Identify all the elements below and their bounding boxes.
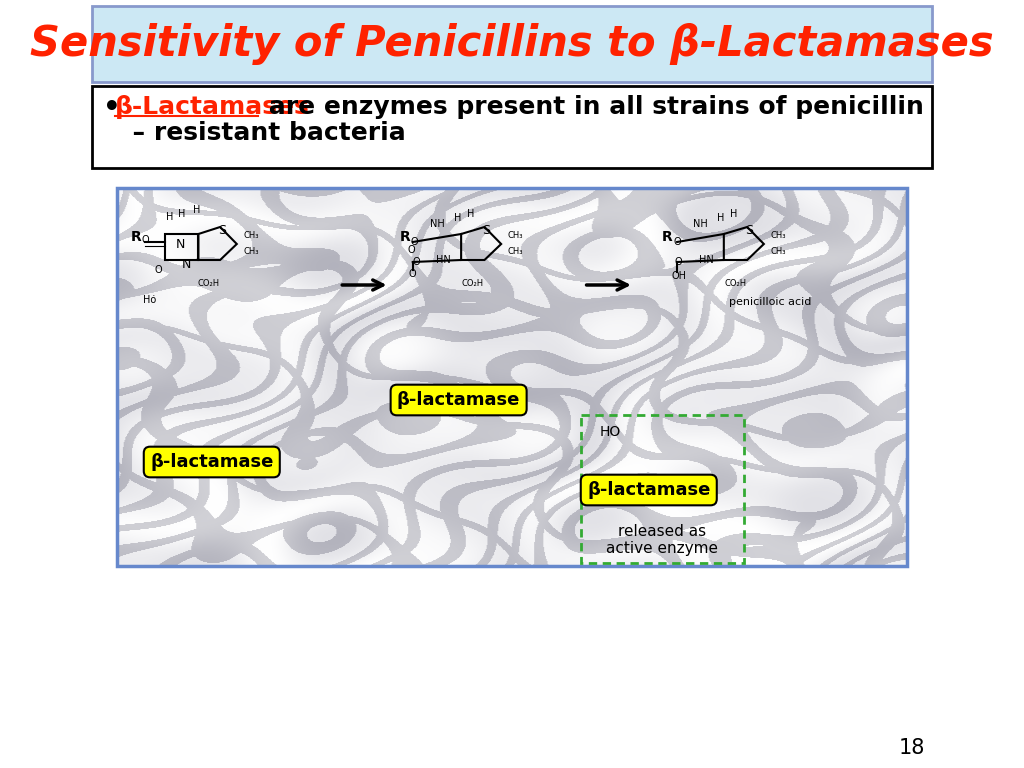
FancyBboxPatch shape (92, 6, 932, 82)
Text: R: R (663, 230, 673, 244)
Text: O: O (408, 245, 415, 255)
Text: O: O (675, 257, 683, 267)
Text: HN: HN (436, 255, 451, 265)
Text: S: S (482, 223, 490, 237)
Text: H: H (166, 212, 174, 222)
Text: O: O (411, 237, 418, 247)
Text: H: H (454, 213, 462, 223)
Text: O: O (141, 235, 148, 245)
Text: NH: NH (693, 219, 708, 229)
Text: H: H (717, 213, 724, 223)
Text: CH₃: CH₃ (244, 231, 259, 240)
Text: N: N (176, 237, 185, 250)
Text: OH: OH (672, 271, 686, 281)
Text: β-lactamase: β-lactamase (397, 391, 520, 409)
Text: penicilloic acid: penicilloic acid (729, 297, 812, 307)
Text: S: S (218, 223, 225, 237)
Text: HN: HN (699, 255, 714, 265)
Text: released as
active enzyme: released as active enzyme (606, 524, 718, 556)
Text: O: O (413, 257, 420, 267)
Text: H: H (194, 205, 201, 215)
Text: O: O (155, 265, 162, 275)
Text: H: H (178, 209, 185, 219)
FancyBboxPatch shape (92, 86, 932, 168)
Text: CH₃: CH₃ (508, 247, 523, 257)
Text: R: R (131, 230, 141, 244)
Text: CO₂H: CO₂H (462, 280, 484, 289)
Text: H: H (467, 209, 475, 219)
Text: CH₃: CH₃ (770, 247, 786, 257)
Text: Sensitivity of Penicillins to β-Lactamases: Sensitivity of Penicillins to β-Lactamas… (30, 23, 994, 65)
Text: β-lactamase: β-lactamase (151, 453, 273, 471)
Text: CH₃: CH₃ (244, 247, 259, 257)
Text: Hȯ: Hȯ (143, 295, 157, 305)
Text: 18: 18 (899, 738, 926, 758)
Text: β-lactamase: β-lactamase (587, 481, 711, 499)
Text: CO₂H: CO₂H (724, 280, 746, 289)
Text: H: H (730, 209, 737, 219)
Text: NH: NH (430, 219, 445, 229)
Text: β-Lactamases: β-Lactamases (115, 95, 310, 119)
Text: N: N (182, 257, 191, 270)
Text: O: O (409, 269, 417, 279)
Text: R: R (399, 230, 411, 244)
Text: CH₃: CH₃ (770, 231, 786, 240)
Text: HO: HO (600, 425, 621, 439)
Text: O: O (674, 237, 681, 247)
Text: are enzymes present in all strains of penicillin: are enzymes present in all strains of pe… (260, 95, 924, 119)
Text: – resistant bacteria: – resistant bacteria (115, 121, 406, 145)
Text: S: S (744, 223, 753, 237)
Text: •: • (103, 94, 121, 122)
Text: CO₂H: CO₂H (198, 280, 219, 289)
Text: CH₃: CH₃ (508, 231, 523, 240)
